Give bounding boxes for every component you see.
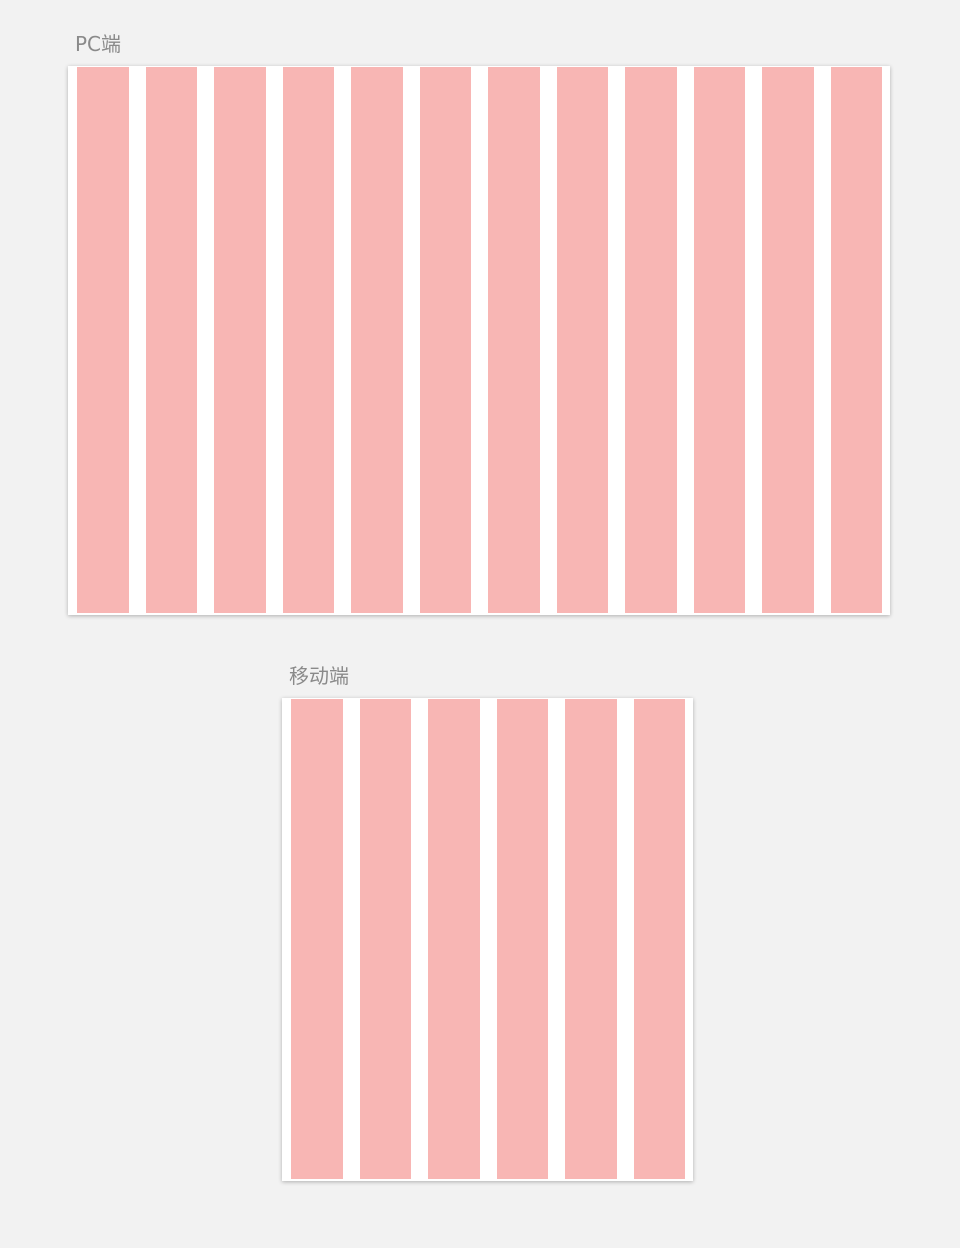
pc-grid-column (214, 67, 266, 613)
pc-grid-column (762, 67, 814, 613)
mobile-grid-column (359, 699, 411, 1179)
mobile-grid-column (428, 699, 480, 1179)
pc-grid-column (488, 67, 540, 613)
mobile-columns (291, 699, 685, 1179)
pc-grid-column (693, 67, 745, 613)
pc-grid-column (282, 67, 334, 613)
pc-grid-frame (68, 66, 890, 615)
pc-grid-column (145, 67, 197, 613)
pc-grid-column (625, 67, 677, 613)
pc-grid-column (830, 67, 882, 613)
mobile-grid-frame (282, 698, 693, 1181)
pc-grid-label: PC端 (75, 32, 122, 56)
pc-columns (77, 67, 882, 613)
pc-grid-column (556, 67, 608, 613)
mobile-grid-label: 移动端 (289, 664, 349, 688)
mobile-grid-column (291, 699, 343, 1179)
pc-grid-column (419, 67, 471, 613)
pc-grid-column (77, 67, 129, 613)
pc-grid-column (351, 67, 403, 613)
mobile-grid-column (565, 699, 617, 1179)
mobile-grid-column (633, 699, 685, 1179)
mobile-grid-column (496, 699, 548, 1179)
